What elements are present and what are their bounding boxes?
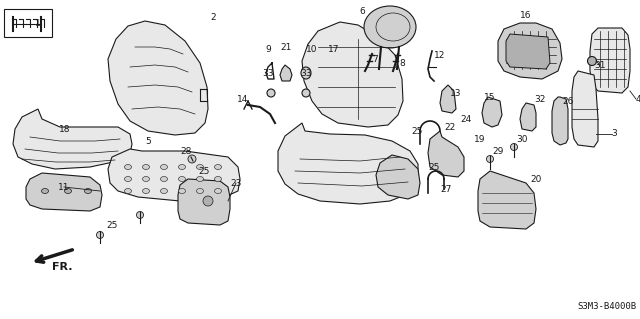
Text: 5: 5 — [145, 137, 151, 145]
Polygon shape — [280, 65, 292, 81]
Text: 25: 25 — [198, 167, 210, 175]
Text: 4: 4 — [635, 94, 640, 103]
Text: 8: 8 — [399, 58, 405, 68]
Text: 14: 14 — [237, 94, 249, 103]
Text: 22: 22 — [444, 122, 456, 131]
Ellipse shape — [161, 176, 168, 182]
Polygon shape — [4, 9, 52, 37]
Polygon shape — [26, 173, 102, 211]
Text: 1: 1 — [35, 19, 41, 28]
Ellipse shape — [302, 89, 310, 97]
Ellipse shape — [588, 56, 596, 65]
Polygon shape — [552, 97, 568, 145]
Text: 27: 27 — [440, 184, 452, 194]
Text: 2: 2 — [210, 12, 216, 21]
Ellipse shape — [214, 176, 221, 182]
Ellipse shape — [188, 155, 196, 163]
Text: 19: 19 — [474, 135, 486, 144]
Ellipse shape — [214, 189, 221, 194]
Polygon shape — [590, 28, 630, 93]
Ellipse shape — [125, 176, 131, 182]
Text: 6: 6 — [359, 6, 365, 16]
Text: S3M3-B4000B: S3M3-B4000B — [577, 302, 636, 311]
Text: 31: 31 — [595, 61, 605, 70]
Polygon shape — [572, 71, 598, 147]
Ellipse shape — [196, 176, 204, 182]
Ellipse shape — [161, 165, 168, 169]
Polygon shape — [478, 171, 536, 229]
Text: 18: 18 — [60, 124, 71, 133]
Text: 10: 10 — [307, 44, 317, 54]
Ellipse shape — [214, 165, 221, 169]
Polygon shape — [482, 97, 502, 127]
Polygon shape — [520, 103, 536, 131]
Text: 7: 7 — [372, 55, 378, 63]
Text: 20: 20 — [531, 174, 541, 183]
Ellipse shape — [179, 189, 186, 194]
Ellipse shape — [179, 165, 186, 169]
Ellipse shape — [97, 232, 104, 239]
Ellipse shape — [136, 211, 143, 219]
Polygon shape — [108, 21, 208, 135]
Text: 25: 25 — [428, 162, 440, 172]
Polygon shape — [278, 123, 418, 204]
Text: 30: 30 — [516, 135, 528, 144]
Ellipse shape — [143, 165, 150, 169]
Polygon shape — [428, 131, 464, 177]
Polygon shape — [498, 23, 562, 79]
Polygon shape — [13, 109, 132, 169]
Ellipse shape — [125, 189, 131, 194]
Polygon shape — [108, 149, 240, 201]
Ellipse shape — [125, 165, 131, 169]
Polygon shape — [302, 22, 403, 127]
Ellipse shape — [267, 89, 275, 97]
Text: 25: 25 — [412, 127, 422, 136]
Ellipse shape — [301, 67, 311, 79]
Text: 33: 33 — [262, 69, 274, 78]
Text: 25: 25 — [106, 220, 118, 229]
Ellipse shape — [42, 189, 49, 194]
Text: 3: 3 — [611, 130, 617, 138]
Ellipse shape — [84, 189, 92, 194]
Text: 26: 26 — [563, 97, 573, 106]
Text: 24: 24 — [460, 115, 472, 123]
Ellipse shape — [486, 155, 493, 162]
Ellipse shape — [203, 196, 213, 206]
Ellipse shape — [143, 176, 150, 182]
Text: 9: 9 — [265, 44, 271, 54]
Ellipse shape — [196, 165, 204, 169]
Ellipse shape — [161, 189, 168, 194]
Text: FR.: FR. — [52, 262, 72, 272]
Text: 32: 32 — [534, 94, 546, 103]
Text: 11: 11 — [58, 182, 70, 191]
Ellipse shape — [65, 189, 72, 194]
Text: 23: 23 — [230, 179, 242, 188]
Text: 16: 16 — [520, 11, 532, 19]
Polygon shape — [440, 85, 456, 113]
Text: 13: 13 — [451, 88, 461, 98]
Text: 29: 29 — [492, 146, 504, 155]
Ellipse shape — [364, 6, 416, 48]
Text: 28: 28 — [180, 146, 192, 155]
Text: 17: 17 — [328, 44, 340, 54]
Text: 33: 33 — [300, 69, 312, 78]
Polygon shape — [376, 155, 420, 199]
Text: 21: 21 — [280, 42, 292, 51]
Ellipse shape — [179, 176, 186, 182]
Ellipse shape — [196, 189, 204, 194]
Polygon shape — [178, 179, 230, 225]
Text: 15: 15 — [484, 93, 496, 101]
Ellipse shape — [143, 189, 150, 194]
Text: 12: 12 — [435, 50, 445, 60]
Polygon shape — [506, 34, 550, 69]
Ellipse shape — [511, 144, 518, 151]
